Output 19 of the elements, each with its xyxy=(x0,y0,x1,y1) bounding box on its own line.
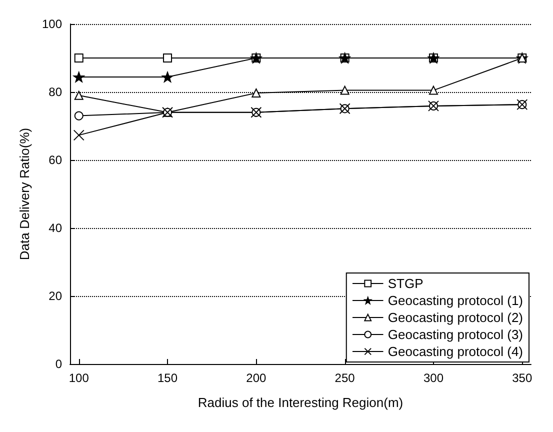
legend-label: STGP xyxy=(388,276,424,291)
y-tick-label: 60 xyxy=(48,153,62,167)
y-tick-label: 100 xyxy=(42,17,62,31)
x-tick-label: 300 xyxy=(423,371,444,385)
x-axis-title: Radius of the Interesting Region(m) xyxy=(198,395,404,410)
x-tick-label: 150 xyxy=(158,371,178,385)
legend-label: Geocasting protocol (2) xyxy=(388,310,523,325)
x-tick-label: 200 xyxy=(246,371,267,385)
x-tick-label: 100 xyxy=(68,371,90,385)
y-tick-label: 80 xyxy=(48,85,62,99)
x-tick-label: 250 xyxy=(334,371,356,385)
x-tick-label: 350 xyxy=(512,371,532,385)
y-tick-label: 40 xyxy=(48,221,62,235)
legend-label: Geocasting protocol (4) xyxy=(388,344,523,359)
y-axis-title: Data Delivery Ratio(%) xyxy=(17,128,32,260)
legend-label: Geocasting protocol (1) xyxy=(388,293,523,308)
legend-label: Geocasting protocol (3) xyxy=(388,327,523,342)
y-tick-label: 20 xyxy=(48,289,62,303)
y-tick-label: 0 xyxy=(55,357,62,371)
